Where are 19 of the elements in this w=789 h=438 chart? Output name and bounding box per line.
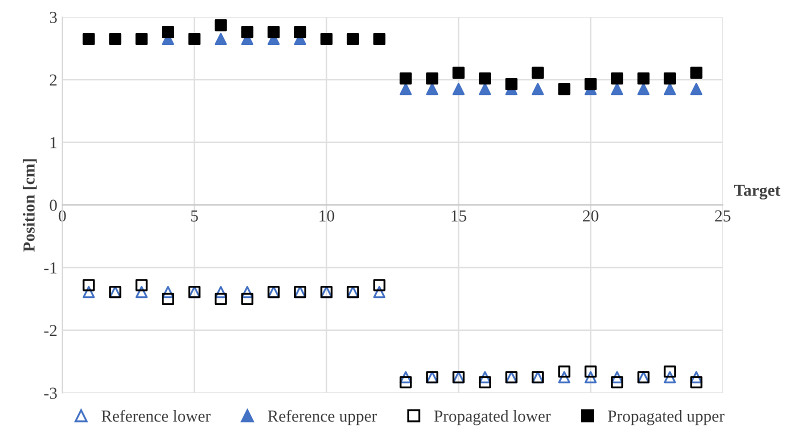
y-tick-label: 1 xyxy=(50,137,56,148)
x-tick-label: 25 xyxy=(715,210,730,222)
legend-label: Reference upper xyxy=(268,410,377,426)
y-tick-label: 3 xyxy=(50,12,57,24)
y-tick-label: 0 xyxy=(50,200,57,211)
x-tick-label: 15 xyxy=(452,210,466,222)
y-tick-label: -3 xyxy=(44,388,57,399)
x-tick-label: 0 xyxy=(58,210,66,222)
legend-label: Propagated lower xyxy=(434,410,551,426)
x-tick-label: 5 xyxy=(191,210,198,222)
x-tick-label: 20 xyxy=(583,210,598,222)
y-tick-label: 2 xyxy=(50,74,57,86)
legend-label: Reference lower xyxy=(102,410,211,422)
y-tick-label: -1 xyxy=(44,262,56,274)
legend-label: Propagated upper xyxy=(608,410,724,426)
x-axis-title: Target xyxy=(734,184,780,200)
y-axis-title: Position [cm] xyxy=(22,159,37,252)
x-tick-label: 10 xyxy=(320,210,334,222)
y-tick-label: -2 xyxy=(44,325,57,336)
